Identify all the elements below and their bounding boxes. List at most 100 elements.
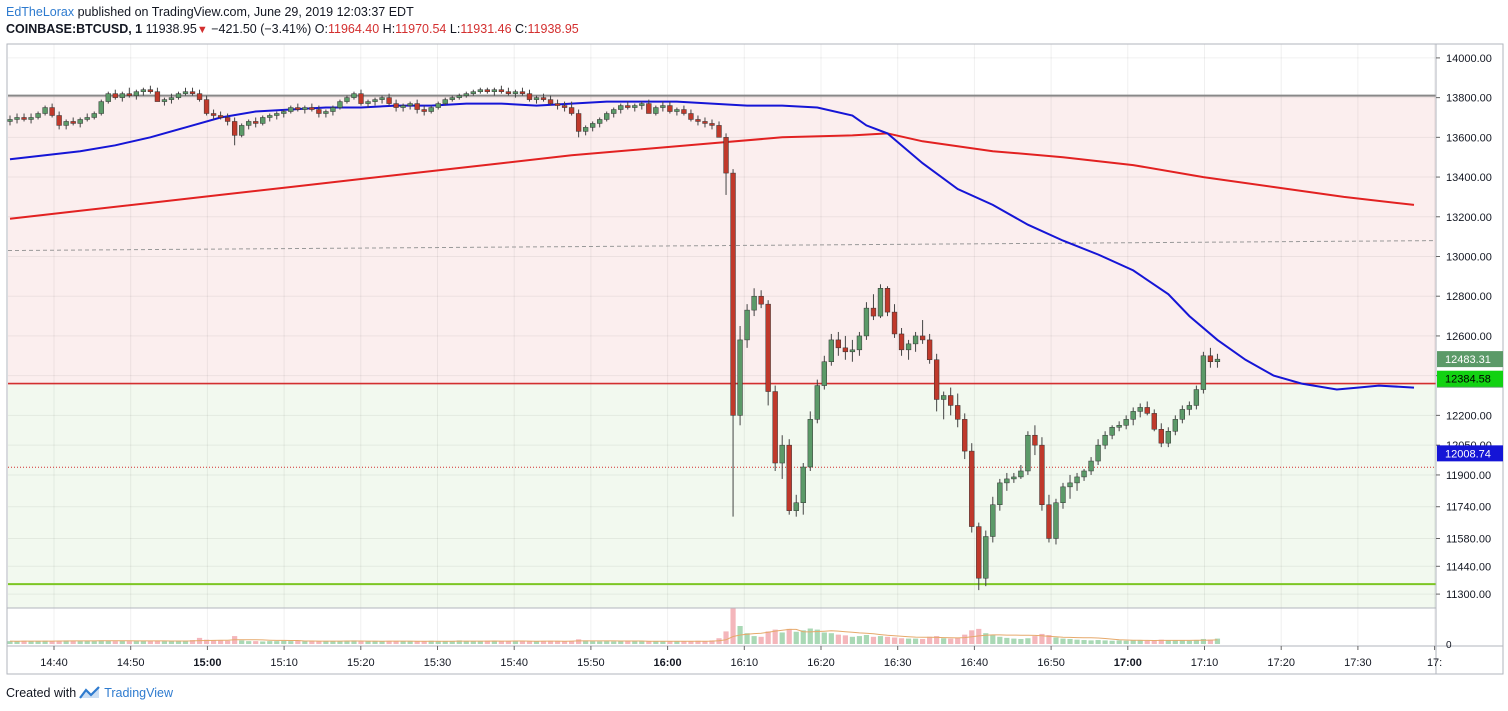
volume-bar [807,628,813,644]
candle-body [716,125,722,138]
price-tag-label: 12384.58 [1445,374,1491,386]
volume-bar [814,629,820,644]
candle-body [49,107,55,116]
candle [435,101,441,110]
close-value: 11938.95 [527,22,579,36]
volume-bar [821,632,827,644]
candle-body [1144,407,1150,414]
author-link[interactable]: EdTheLorax [6,5,75,19]
candle-body [709,123,715,126]
candle [309,103,315,112]
candle [955,393,961,428]
candle-body [239,125,245,136]
candle [730,169,736,517]
candle-body [456,95,462,98]
candle [470,89,476,96]
candle [779,435,785,479]
candle-body [1172,419,1178,432]
volume-bar [765,631,771,644]
chart-background [8,95,1436,608]
candle [716,121,722,138]
candle-body [1200,355,1207,390]
candle [456,93,462,100]
candle-body [168,97,175,100]
candle-body [800,466,806,503]
volume-bar [681,641,687,644]
x-tick-label: 14:40 [40,657,68,669]
volume-bar [990,635,996,644]
volume-bar [702,641,708,644]
candle [498,85,505,94]
candle [1116,421,1122,432]
volume-bar [709,640,715,644]
volume-bar [512,640,519,644]
volume-bar [569,641,575,644]
y-tick-label: 11740.00 [1446,502,1491,514]
candle-body [512,91,519,94]
candle [1214,353,1221,368]
lower-zone [8,383,1436,608]
x-tick-label: 14:50 [117,657,145,669]
candle [1172,415,1178,436]
candle-body [1053,502,1059,539]
volume-bar [856,636,863,644]
volume-bar [786,628,792,644]
candle-body [737,339,743,416]
candle-body [1151,413,1157,430]
candle [140,87,147,96]
volume-bar [435,641,441,644]
x-tick-label: 17:30 [1344,657,1372,669]
price-axis[interactable]: 14000.00 13800.00 13600.00 13400.00 13200.00… [1436,53,1492,651]
candle [561,101,568,112]
candle [35,111,41,120]
volume-bar [590,641,596,644]
volume-bar [49,641,55,644]
tradingview-brand-link[interactable]: TradingView [104,686,173,700]
volume-bar [1018,638,1024,644]
volume-bar [1207,639,1214,644]
volume-bar [1130,640,1136,644]
candle-body [667,105,673,112]
candle-body [1025,434,1031,472]
candle [849,339,856,362]
candle [821,355,827,390]
candle-body [133,91,140,96]
y-tick-label: 11580.00 [1446,533,1491,545]
volume-bar [905,638,912,644]
candle-body [463,93,469,96]
volume-bar [295,640,301,644]
volume-bar [632,641,638,644]
candle-body [316,109,322,114]
volume-bar [1172,640,1178,644]
candle [793,494,799,517]
candle [646,99,652,114]
volume-ma-line [9,628,1218,642]
y-tick-label: 13400.00 [1446,172,1492,184]
candle-body [969,450,975,527]
volume-bar [218,640,224,644]
candle-body [140,89,147,92]
candle [744,304,750,348]
volume-bar [358,641,364,644]
candle [112,89,118,100]
candle [582,125,589,136]
y-tick-label: 11300.00 [1446,589,1491,601]
candle-body [1011,476,1017,480]
volume-bar [372,641,378,644]
candle-body [302,107,308,110]
x-tick-label: 16:10 [731,657,759,669]
volume-bar [246,641,252,644]
candle [540,93,547,102]
x-tick-label: 15:00 [193,657,221,669]
candle [933,353,940,412]
candle-body [246,121,252,126]
time-axis[interactable]: 14:40 14:50 15:00 15:10 15:20 15:30 15:40 15:50… [40,646,1442,669]
candle-body [224,117,231,122]
volume-bar [421,641,427,644]
candle [1102,431,1108,450]
candle [941,391,947,420]
candle-body [253,121,259,124]
x-tick-label: 17: [1427,657,1442,669]
candle-body [870,307,877,317]
